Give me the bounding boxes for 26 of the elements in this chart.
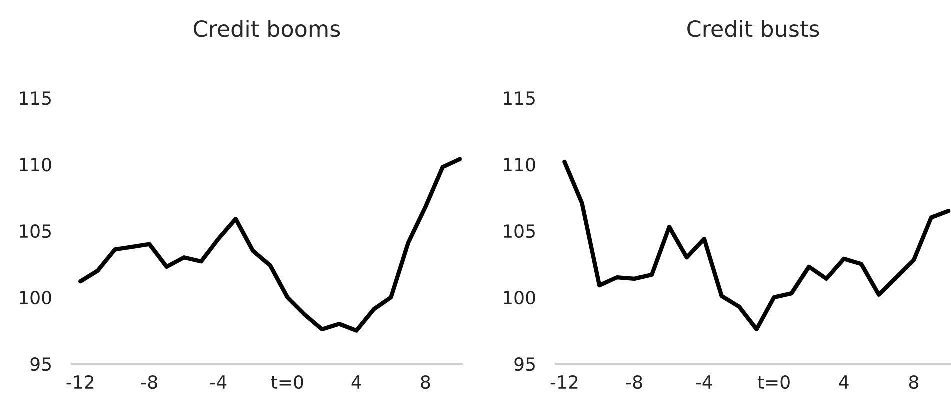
x-tick-label: -4 [210, 376, 227, 389]
line-series [562, 160, 951, 332]
x-tick-label: -4 [696, 376, 712, 389]
x-tick-label: t=0 [271, 375, 304, 390]
x-tick-label: -12 [66, 375, 94, 389]
x-tick-label: 4 [352, 376, 362, 389]
y-tick-label: 115 [20, 92, 51, 106]
y-tick-label: 95 [30, 357, 51, 372]
y-tick-label: 115 [504, 92, 535, 106]
y-tick-label: 110 [20, 158, 52, 172]
chart-title: Credit busts [688, 20, 820, 38]
x-tick-label: 8 [421, 375, 430, 390]
chart-title: Credit booms [194, 20, 340, 38]
y-tick-label: 95 [514, 357, 535, 372]
x-tick-label: 8 [909, 375, 918, 390]
x-tick-label: -8 [142, 375, 158, 390]
y-tick-label: 105 [504, 224, 535, 238]
line-series [78, 157, 462, 333]
y-tick-label: 110 [504, 158, 536, 172]
x-tick-label: t=0 [758, 375, 790, 390]
y-tick-label: 105 [20, 224, 51, 238]
x-tick-label: 4 [839, 376, 849, 389]
y-tick-label: 100 [20, 290, 52, 305]
x-tick-label: -8 [626, 375, 642, 390]
x-tick-label: -12 [550, 375, 578, 389]
y-tick-label: 100 [504, 290, 536, 305]
